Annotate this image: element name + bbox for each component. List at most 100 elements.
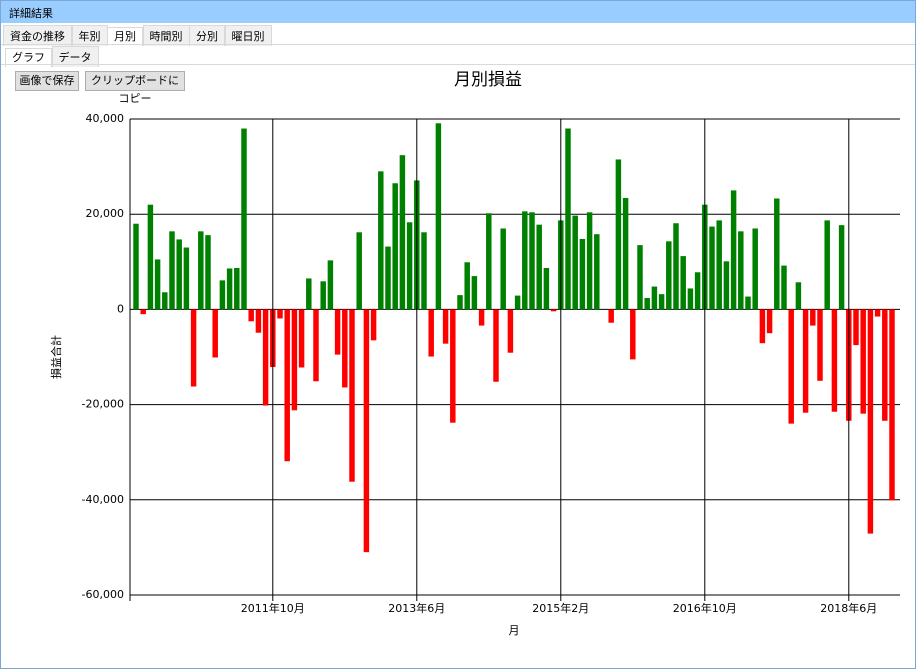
bar	[356, 232, 362, 310]
tab-bar: 資金の推移 年別 月別 時間別 分別 曜日別	[3, 25, 272, 46]
y-tick-label: 20,000	[86, 207, 125, 220]
bar	[853, 309, 859, 346]
bar	[651, 286, 658, 310]
bar	[694, 272, 701, 310]
bar	[730, 190, 737, 310]
bar	[277, 309, 283, 319]
bar	[291, 309, 298, 411]
bar	[658, 294, 665, 310]
x-axis-label: 月	[509, 624, 520, 637]
bar	[442, 309, 449, 344]
bar	[349, 309, 355, 482]
bar	[190, 309, 197, 387]
bar	[687, 288, 694, 310]
bar	[579, 238, 586, 310]
bar	[226, 268, 233, 310]
bar	[234, 267, 240, 310]
button[interactable]: クリップボードにコピー	[85, 71, 185, 105]
bar	[428, 309, 434, 357]
bar	[262, 309, 269, 406]
bar	[543, 267, 550, 310]
bar	[378, 171, 384, 310]
y-tick-label: -20,000	[82, 398, 124, 411]
bar	[831, 309, 838, 412]
bar	[874, 309, 881, 317]
bar	[342, 309, 348, 388]
bar	[795, 282, 802, 310]
bar	[406, 222, 413, 310]
bar	[399, 155, 406, 310]
bar	[198, 231, 204, 310]
bar	[457, 295, 463, 310]
bar	[666, 241, 672, 310]
bar	[327, 260, 334, 310]
subtab[interactable]: データ	[51, 46, 99, 67]
bar	[435, 123, 442, 310]
bar	[183, 247, 190, 310]
bar	[637, 245, 643, 310]
tab[interactable]: 曜日別	[224, 25, 272, 46]
bar	[572, 215, 578, 310]
bar	[867, 309, 874, 534]
x-tick-label: 2013年6月	[388, 601, 445, 615]
bar	[298, 309, 305, 368]
bar	[320, 281, 326, 310]
bar	[716, 220, 722, 310]
bar	[392, 183, 398, 310]
bar	[306, 278, 312, 310]
bar	[838, 225, 845, 310]
bar	[241, 128, 247, 310]
bar	[313, 309, 319, 382]
bar	[709, 226, 715, 310]
bar	[334, 309, 341, 355]
y-tick-label: 40,000	[86, 112, 125, 125]
bar	[363, 309, 370, 553]
x-tick-label: 2015年2月	[532, 601, 589, 615]
y-axis-label: 損益合計	[49, 335, 63, 379]
bar	[284, 309, 290, 462]
bar	[802, 309, 809, 413]
bar	[889, 309, 895, 501]
subtab[interactable]: グラフ	[5, 48, 52, 67]
tab[interactable]: 時間別	[142, 25, 190, 46]
bar	[752, 228, 758, 310]
x-tick-label: 2016年10月	[673, 601, 737, 615]
bar	[824, 220, 830, 310]
bar	[154, 259, 161, 310]
bar	[766, 309, 773, 334]
bar	[565, 128, 571, 310]
tab[interactable]: 月別	[107, 27, 143, 46]
y-tick-label: 0	[117, 302, 124, 315]
bar	[140, 309, 146, 315]
tab[interactable]: 資金の推移	[3, 25, 72, 46]
bar	[550, 309, 557, 312]
bar	[860, 309, 866, 414]
bar	[673, 223, 679, 310]
bar	[522, 211, 528, 310]
bar	[586, 212, 593, 310]
button[interactable]: 画像で保存	[15, 71, 79, 91]
bar	[723, 261, 730, 310]
bar	[644, 297, 650, 310]
bar	[450, 309, 456, 423]
bar	[680, 256, 686, 310]
bar	[471, 276, 478, 310]
bar	[255, 309, 262, 333]
bar	[248, 309, 254, 322]
bar	[529, 212, 535, 310]
bar	[507, 309, 514, 353]
window-title: 詳細結果	[9, 7, 53, 20]
bar	[486, 213, 492, 310]
y-tick-label: -40,000	[82, 493, 124, 506]
bar	[738, 231, 744, 310]
bar	[219, 280, 226, 310]
chart-title: 月別損益	[454, 70, 522, 90]
bar	[205, 235, 211, 310]
title-bar: 詳細結果	[1, 1, 915, 23]
bar	[370, 309, 377, 341]
bar	[774, 198, 780, 310]
bar	[788, 309, 794, 424]
bar	[810, 309, 816, 326]
bar	[493, 309, 499, 382]
